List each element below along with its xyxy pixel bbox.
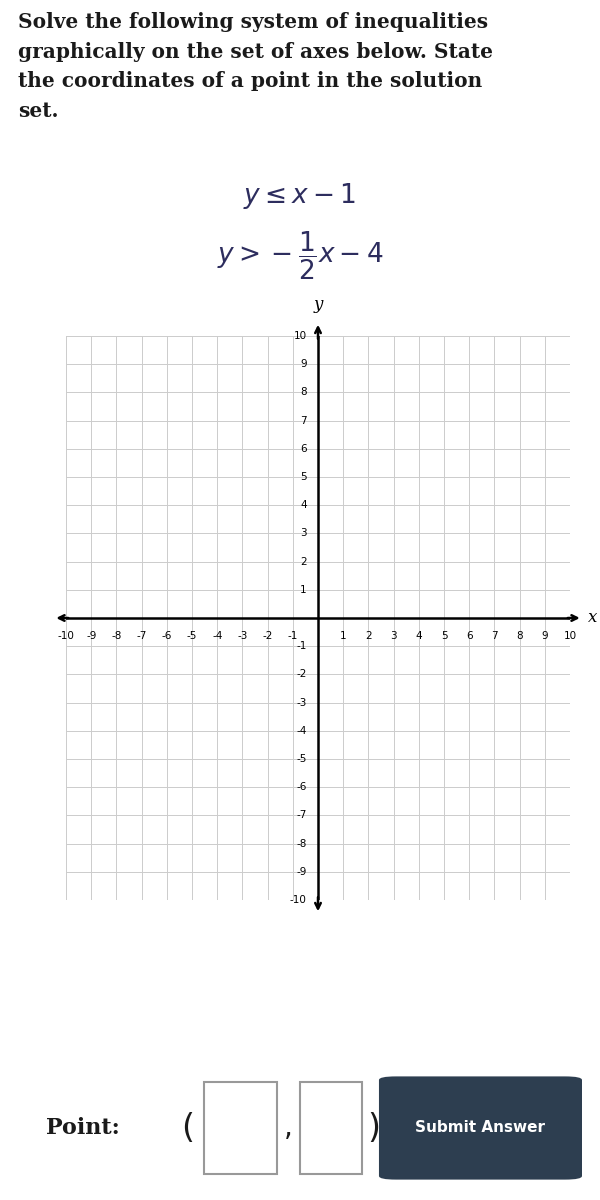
Text: -4: -4 (212, 631, 223, 641)
Text: ): ) (367, 1111, 380, 1145)
Text: 9: 9 (541, 631, 548, 641)
Text: 10: 10 (563, 631, 577, 641)
Text: $y > -\dfrac{1}{2}x - 4$: $y > -\dfrac{1}{2}x - 4$ (217, 229, 383, 282)
Text: -1: -1 (296, 641, 307, 652)
Text: $y \leq x - 1$: $y \leq x - 1$ (244, 181, 356, 211)
Text: Submit Answer: Submit Answer (415, 1121, 545, 1135)
Text: (: ( (181, 1111, 194, 1145)
Text: 6: 6 (300, 444, 307, 454)
Text: 5: 5 (300, 472, 307, 482)
Text: ,: , (284, 1114, 293, 1142)
Text: -4: -4 (296, 726, 307, 736)
Text: 7: 7 (300, 415, 307, 426)
Text: -3: -3 (237, 631, 248, 641)
Text: 1: 1 (300, 584, 307, 595)
Text: 2: 2 (365, 631, 372, 641)
Text: 8: 8 (516, 631, 523, 641)
Text: -10: -10 (290, 895, 307, 905)
FancyBboxPatch shape (204, 1082, 277, 1174)
Text: -9: -9 (296, 866, 307, 877)
Text: -10: -10 (58, 631, 74, 641)
Text: -9: -9 (86, 631, 97, 641)
Text: 4: 4 (415, 631, 422, 641)
Text: -8: -8 (111, 631, 122, 641)
Text: -1: -1 (287, 631, 298, 641)
FancyBboxPatch shape (379, 1076, 582, 1180)
Text: 6: 6 (466, 631, 473, 641)
Text: -8: -8 (296, 839, 307, 848)
Text: -5: -5 (187, 631, 197, 641)
Text: 4: 4 (300, 500, 307, 510)
Text: x: x (587, 610, 597, 626)
Text: y: y (313, 296, 323, 313)
Text: -7: -7 (136, 631, 147, 641)
Text: 3: 3 (390, 631, 397, 641)
FancyBboxPatch shape (300, 1082, 362, 1174)
Text: 7: 7 (491, 631, 498, 641)
Text: -5: -5 (296, 754, 307, 764)
Text: -2: -2 (262, 631, 273, 641)
Text: -2: -2 (296, 670, 307, 679)
Text: -3: -3 (296, 697, 307, 708)
Text: 8: 8 (300, 388, 307, 397)
Text: -6: -6 (161, 631, 172, 641)
Text: Point:: Point: (46, 1117, 120, 1139)
Text: 10: 10 (293, 331, 307, 341)
Text: 3: 3 (300, 528, 307, 539)
Text: Solve the following system of inequalities
graphically on the set of axes below.: Solve the following system of inequaliti… (18, 12, 493, 121)
Text: 9: 9 (300, 359, 307, 370)
Text: -7: -7 (296, 810, 307, 821)
Text: -6: -6 (296, 782, 307, 792)
Text: 1: 1 (340, 631, 347, 641)
Text: 2: 2 (300, 557, 307, 566)
Text: 5: 5 (440, 631, 448, 641)
